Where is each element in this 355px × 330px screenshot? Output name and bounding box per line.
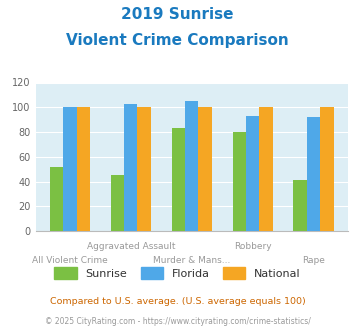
Bar (50, 167, 63, 231)
Text: Violent Crime Comparison: Violent Crime Comparison (66, 33, 289, 48)
Text: Robbery: Robbery (234, 242, 272, 251)
Legend: Sunrise, Florida, National: Sunrise, Florida, National (50, 263, 305, 283)
Bar (185, 101, 198, 231)
Bar (307, 117, 320, 231)
Bar (124, 104, 137, 231)
Text: Aggravated Assault: Aggravated Assault (87, 242, 175, 251)
Bar (320, 107, 334, 231)
Bar (260, 107, 273, 231)
Text: 2019 Sunrise: 2019 Sunrise (121, 7, 234, 21)
Bar (77, 107, 90, 231)
Text: All Violent Crime: All Violent Crime (32, 256, 108, 265)
Text: Rape: Rape (302, 256, 325, 265)
Bar (171, 128, 185, 231)
Text: Murder & Mans...: Murder & Mans... (153, 256, 230, 265)
Bar (198, 107, 212, 231)
Bar (294, 180, 307, 231)
Bar (111, 175, 124, 231)
Bar (63, 107, 77, 231)
Bar (233, 132, 246, 231)
Text: © 2025 CityRating.com - https://www.cityrating.com/crime-statistics/: © 2025 CityRating.com - https://www.city… (45, 317, 310, 326)
Bar (246, 116, 260, 231)
Bar (137, 107, 151, 231)
Text: Compared to U.S. average. (U.S. average equals 100): Compared to U.S. average. (U.S. average … (50, 297, 305, 306)
